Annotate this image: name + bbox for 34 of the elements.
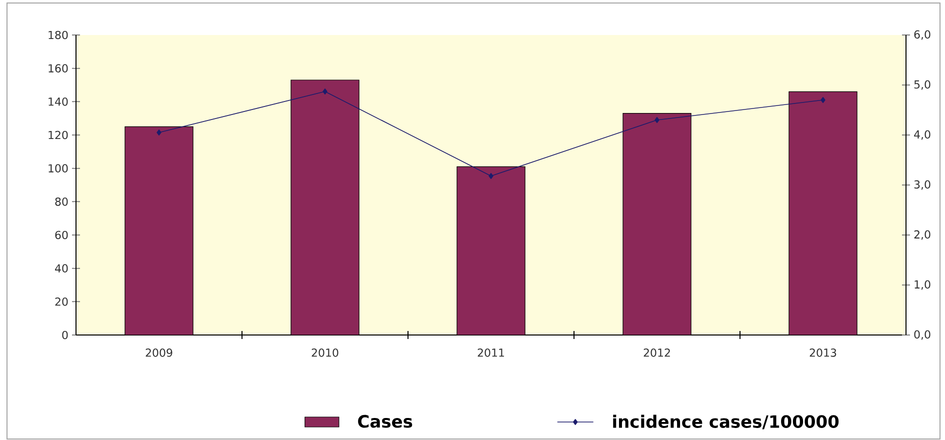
y-tick-label: 140: [48, 97, 68, 106]
point: [488, 173, 494, 179]
x-tick-label: 2009: [146, 348, 172, 357]
y-tick-label: 100: [48, 164, 68, 172]
x-tick-label: 2013: [810, 348, 836, 357]
y2-tick-label: 1,0: [914, 280, 930, 290]
y-tick-label: 160: [48, 64, 68, 72]
bar: [622, 113, 692, 335]
y2-tick-label: 0,0: [914, 330, 930, 340]
y-tick-label: 40: [55, 264, 68, 272]
point: [322, 88, 328, 94]
y-tick-label: 120: [48, 130, 68, 140]
y-tick-label: 20: [55, 298, 68, 306]
x-tick-label: 2010: [312, 348, 338, 357]
bar: [290, 80, 360, 335]
y2-tick-label: 5,0: [914, 80, 930, 90]
y-tick-label: 0: [62, 330, 68, 340]
y2-tick-label: 3,0: [914, 180, 930, 190]
x-tick-label: 2012: [644, 348, 670, 357]
legend-label: incidence cases/100000: [613, 414, 839, 430]
point: [156, 130, 162, 136]
bar: [788, 91, 858, 335]
bar: [124, 126, 194, 335]
y-tick-label: 60: [55, 230, 68, 240]
y2-tick-label: 2,0: [914, 230, 930, 240]
y-tick-label: 180: [48, 30, 68, 40]
y-tick-label: 80: [55, 197, 68, 206]
y2-tick-label: 6,0: [914, 30, 930, 40]
bar: [456, 166, 526, 335]
legend-label: Cases: [358, 414, 412, 428]
point: [654, 117, 660, 123]
y2-tick-label: 4,0: [914, 130, 930, 140]
x-tick-label: 2011: [478, 348, 504, 357]
point: [820, 97, 826, 103]
